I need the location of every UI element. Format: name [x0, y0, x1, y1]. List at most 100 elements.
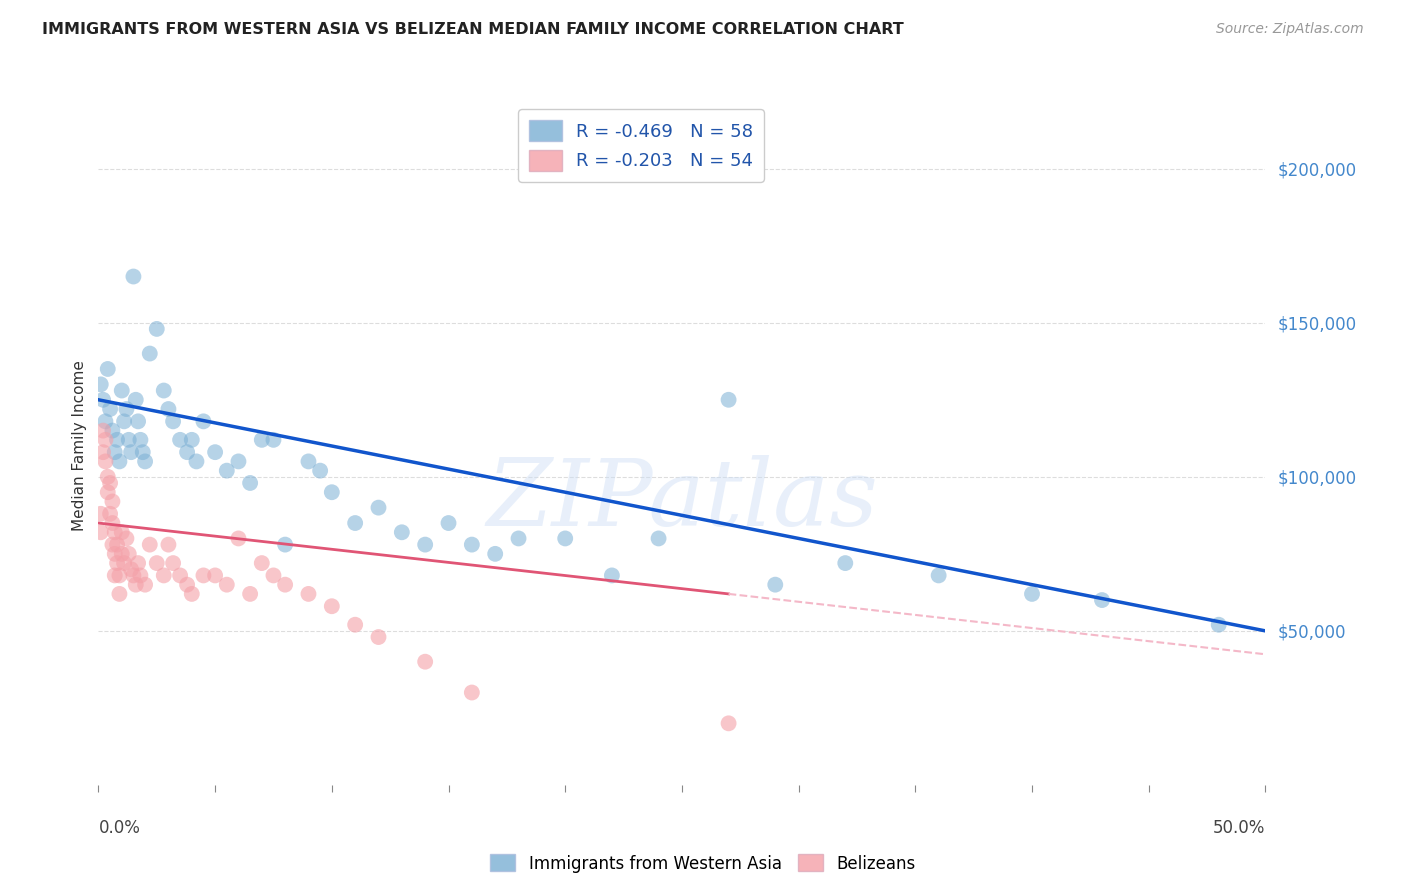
Point [162, 556, 184, 570]
Point [115, 532, 138, 546]
Point [134, 577, 156, 591]
Point [367, 630, 389, 644]
Point [152, 384, 174, 398]
Point [101, 424, 124, 438]
Point [204, 568, 226, 582]
Point [344, 516, 367, 530]
Point [125, 392, 148, 407]
Point [122, 269, 145, 284]
Point [94, 433, 117, 447]
Point [169, 568, 191, 582]
Point [127, 414, 149, 428]
Y-axis label: Median Family Income: Median Family Income [72, 360, 87, 532]
Point [97, 485, 120, 500]
Point [111, 384, 134, 398]
Point [105, 538, 128, 552]
Point [176, 577, 198, 591]
Point [120, 562, 142, 576]
Point [162, 414, 184, 428]
Point [104, 547, 127, 561]
Point [129, 568, 152, 582]
Point [508, 532, 530, 546]
Point [391, 525, 413, 540]
Point [97, 362, 120, 376]
Point [98, 475, 121, 490]
Point [101, 516, 124, 530]
Point [157, 538, 180, 552]
Point [204, 445, 226, 459]
Point [262, 433, 284, 447]
Point [928, 568, 950, 582]
Point [763, 577, 786, 591]
Point [101, 538, 124, 552]
Text: 50.0%: 50.0% [1213, 819, 1265, 837]
Point [309, 464, 332, 478]
Point [127, 556, 149, 570]
Legend: Immigrants from Western Asia, Belizeans: Immigrants from Western Asia, Belizeans [484, 847, 922, 880]
Point [717, 716, 740, 731]
Point [554, 532, 576, 546]
Point [1091, 593, 1114, 607]
Point [108, 587, 131, 601]
Point [91, 445, 114, 459]
Point [152, 568, 174, 582]
Point [262, 568, 284, 582]
Point [90, 525, 112, 540]
Point [228, 532, 250, 546]
Point [461, 685, 484, 699]
Text: IMMIGRANTS FROM WESTERN ASIA VS BELIZEAN MEDIAN FAMILY INCOME CORRELATION CHART: IMMIGRANTS FROM WESTERN ASIA VS BELIZEAN… [42, 22, 904, 37]
Point [122, 568, 145, 582]
Point [98, 507, 121, 521]
Point [111, 525, 134, 540]
Point [118, 547, 141, 561]
Point [484, 547, 506, 561]
Point [344, 617, 367, 632]
Point [104, 525, 127, 540]
Point [193, 414, 215, 428]
Point [437, 516, 460, 530]
Point [461, 538, 484, 552]
Point [112, 414, 135, 428]
Point [250, 556, 273, 570]
Point [97, 470, 120, 484]
Point [1021, 587, 1043, 601]
Point [215, 464, 238, 478]
Text: Source: ZipAtlas.com: Source: ZipAtlas.com [1216, 22, 1364, 37]
Point [239, 587, 262, 601]
Point [108, 454, 131, 468]
Point [101, 494, 124, 508]
Point [176, 445, 198, 459]
Point [600, 568, 623, 582]
Point [108, 568, 131, 582]
Point [118, 433, 141, 447]
Point [186, 454, 208, 468]
Point [115, 402, 138, 417]
Point [120, 445, 142, 459]
Point [132, 445, 155, 459]
Point [134, 454, 156, 468]
Point [274, 538, 297, 552]
Point [717, 392, 740, 407]
Point [297, 587, 319, 601]
Point [91, 424, 114, 438]
Point [297, 454, 319, 468]
Point [180, 433, 202, 447]
Text: ZIPatlas: ZIPatlas [486, 455, 877, 545]
Point [94, 454, 117, 468]
Point [413, 538, 436, 552]
Point [104, 445, 127, 459]
Point [94, 414, 117, 428]
Point [146, 322, 169, 336]
Point [215, 577, 238, 591]
Point [139, 538, 162, 552]
Point [367, 500, 389, 515]
Point [111, 547, 134, 561]
Text: 0.0%: 0.0% [98, 819, 141, 837]
Point [321, 485, 343, 500]
Legend: R = -0.469   N = 58, R = -0.203   N = 54: R = -0.469 N = 58, R = -0.203 N = 54 [519, 110, 763, 182]
Point [228, 454, 250, 468]
Point [90, 507, 112, 521]
Point [139, 346, 162, 360]
Point [647, 532, 669, 546]
Point [129, 433, 152, 447]
